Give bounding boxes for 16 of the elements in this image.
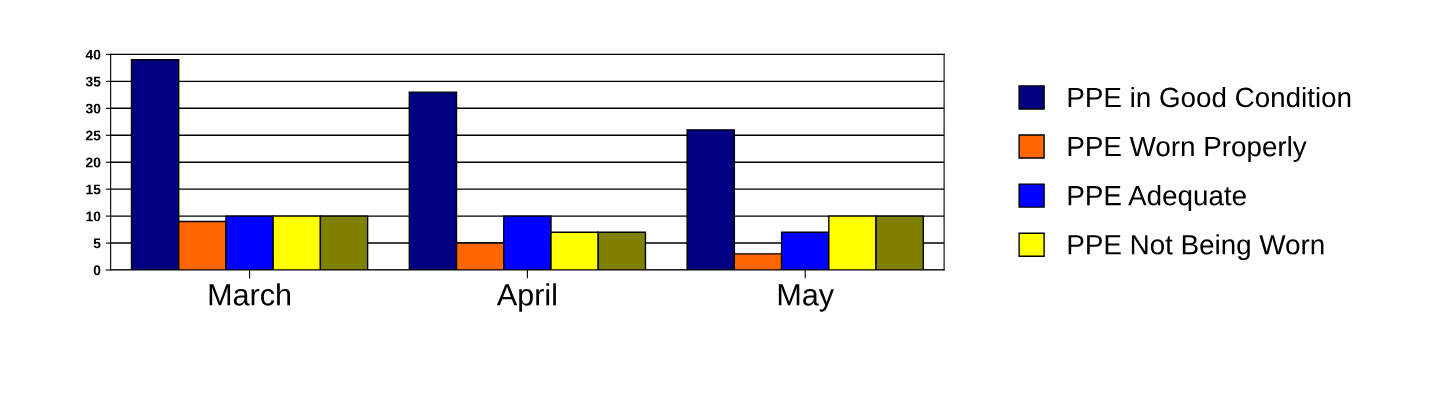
legend-label: PPE Not Being Worn xyxy=(1068,234,1324,261)
y-tick-label: 40 xyxy=(85,49,101,60)
x-tick-label: May xyxy=(778,284,835,312)
y-tick-label: 30 xyxy=(85,103,101,114)
legend-label: PPE in Good Condition xyxy=(1068,86,1351,108)
y-tick-label: 35 xyxy=(85,76,101,87)
y-tick-label: 25 xyxy=(85,130,101,141)
y-tick-label: 5 xyxy=(93,238,101,249)
y-tick-label: 0 xyxy=(93,265,101,276)
x-tick-label: March xyxy=(209,283,291,306)
y-tick-label: 20 xyxy=(85,157,101,168)
legend-label: PPE Worn Properly xyxy=(1068,135,1307,162)
x-tick-label: April xyxy=(496,283,556,312)
y-tick-label: 10 xyxy=(86,211,101,222)
y-tick-label: 15 xyxy=(86,184,101,195)
legend-label: PPE Adequate xyxy=(1068,185,1246,211)
